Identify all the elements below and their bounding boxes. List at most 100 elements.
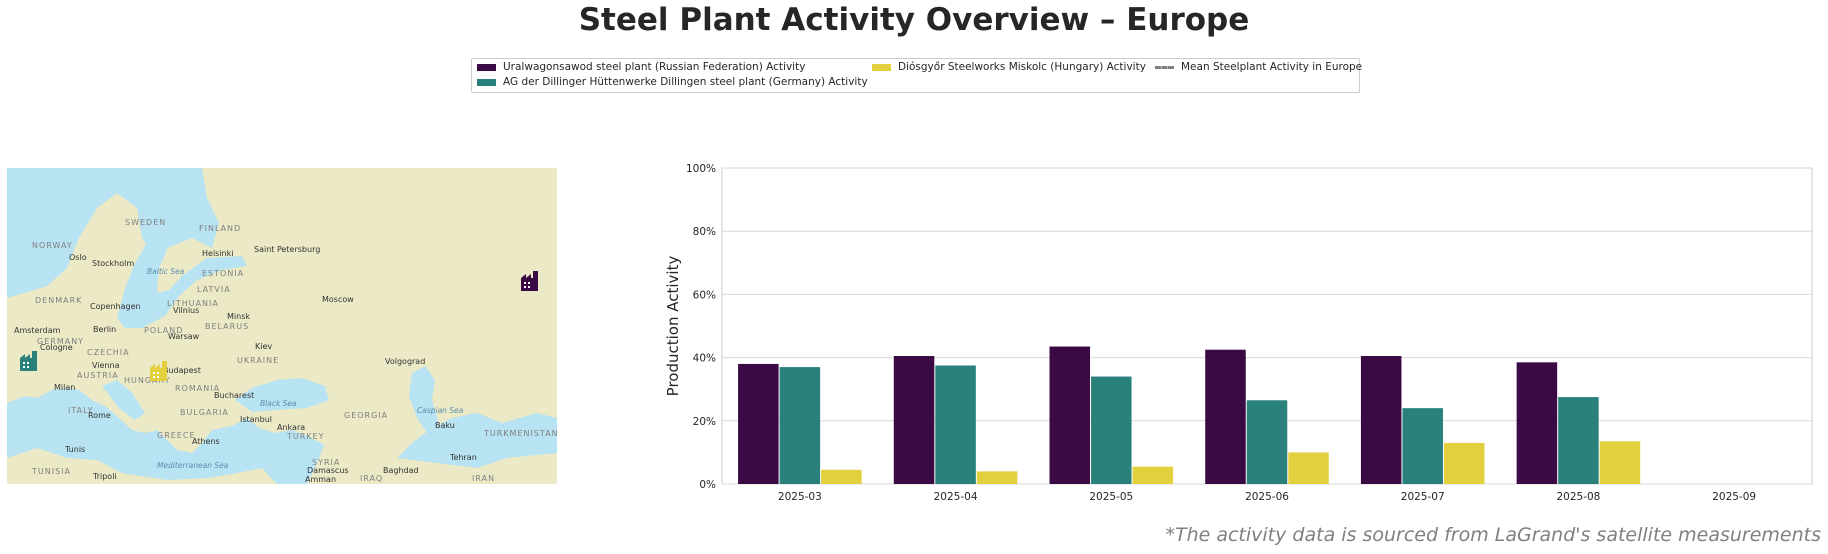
map-label-baghdad: Baghdad — [383, 466, 419, 475]
x-tick-label: 2025-04 — [934, 491, 978, 503]
footnote: *The activity data is sourced from LaGra… — [1165, 524, 1821, 546]
x-tick-label: 2025-03 — [778, 491, 822, 503]
map-label-damascus: Damascus — [307, 466, 349, 475]
map-label-sweden: SWEDEN — [125, 218, 166, 227]
map-label-cologne: Cologne — [40, 343, 73, 352]
bar — [1049, 346, 1091, 484]
map-label-caspian-sea: Caspian Sea — [417, 406, 464, 415]
map-caspian-sea — [409, 366, 439, 433]
bar — [1516, 362, 1558, 484]
map-label-latvia: LATVIA — [197, 285, 231, 294]
factory-icon — [150, 361, 167, 381]
bar — [1091, 376, 1132, 484]
map-label-moscow: Moscow — [322, 295, 354, 304]
bar — [1558, 397, 1599, 484]
map-label-estonia: ESTONIA — [202, 269, 244, 278]
legend-label-miskolc: Diósgyőr Steelworks Miskolc (Hungary) Ac… — [898, 61, 1146, 73]
map-label-rome: Rome — [88, 411, 111, 420]
y-tick-label: 40% — [693, 353, 716, 365]
legend-swatch-dillingen — [477, 78, 496, 86]
map-label-lithuania: LITHUANIA — [167, 299, 219, 308]
map-label-copenhagen: Copenhagen — [90, 302, 141, 311]
bar — [1132, 466, 1174, 484]
map-label-budapest: Budapest — [163, 366, 201, 375]
map-label-iraq: IRAQ — [360, 474, 383, 483]
map-label-bucharest: Bucharest — [214, 391, 254, 400]
map-label-berlin: Berlin — [93, 325, 116, 334]
bar — [779, 367, 821, 484]
map-label-turkmenistan: TURKMENISTAN — [483, 429, 557, 438]
y-tick-label: 20% — [693, 416, 716, 428]
map-label-baltic-sea: Baltic Sea — [147, 267, 185, 276]
x-tick-label: 2025-09 — [1712, 491, 1756, 503]
bar — [1599, 441, 1641, 484]
y-tick-label: 60% — [693, 289, 716, 301]
map-label-volgograd: Volgograd — [385, 357, 425, 366]
map-label-milan: Milan — [54, 383, 75, 392]
map-label-czechia: CZECHIA — [87, 348, 130, 357]
x-tick-label: 2025-06 — [1245, 491, 1289, 503]
x-tick-label: 2025-08 — [1556, 491, 1600, 503]
legend-item-dillingen: AG der Dillinger Hüttenwerke Dillingen s… — [477, 76, 868, 88]
legend-label-mean: Mean Steelplant Activity in Europe — [1181, 61, 1363, 73]
map-label-tehran: Tehran — [449, 453, 477, 462]
map-black-sea — [235, 378, 329, 412]
x-tick-label: 2025-07 — [1401, 491, 1445, 503]
map-label-mediterranean-sea: Mediterranean Sea — [157, 461, 229, 470]
map-label-helsinki: Helsinki — [202, 249, 233, 258]
map-label-warsaw: Warsaw — [168, 332, 200, 341]
map-baltic-sea — [117, 236, 247, 328]
map-label-austria: AUSTRIA — [77, 371, 119, 380]
map-label-minsk: Minsk — [227, 312, 250, 321]
map-label-kiev: Kiev — [255, 342, 272, 351]
bar — [935, 365, 976, 484]
legend-swatch-miskolc — [872, 63, 891, 71]
bar — [1443, 442, 1485, 484]
map-africa — [7, 448, 277, 484]
legend-item-uralwagonsawod: Uralwagonsawod steel plant (Russian Fede… — [477, 61, 805, 73]
map-label-turkey: TURKEY — [286, 432, 325, 441]
map-label-amman: Amman — [305, 475, 336, 484]
bar — [976, 471, 1018, 484]
map-label-tripoli: Tripoli — [92, 472, 117, 481]
map-label-black-sea: Black Sea — [260, 399, 297, 408]
bar — [1402, 408, 1443, 484]
map-label-ukraine: UKRAINE — [237, 356, 279, 365]
bar — [1205, 349, 1246, 484]
map-label-oslo: Oslo — [69, 253, 87, 262]
bar — [1360, 356, 1402, 484]
map-label-baku: Baku — [435, 421, 455, 430]
map-label-athens: Athens — [192, 437, 220, 446]
map-label-stockholm: Stockholm — [92, 259, 134, 268]
map-label-saint-petersburg: Saint Petersburg — [254, 245, 320, 254]
map-label-germany: GERMANY — [37, 337, 84, 346]
map-label-tunisia: TUNISIA — [31, 467, 71, 476]
bar — [1288, 452, 1329, 484]
bar-chart: 0% 20% 40% 60% 80% 100% Production Activity 202… — [664, 163, 1813, 503]
x-tick-label: 2025-05 — [1089, 491, 1133, 503]
y-axis-label: Production Activity — [664, 256, 682, 397]
map-label-norway: NORWAY — [32, 241, 73, 250]
factory-icon — [20, 351, 37, 371]
map-label-greece: GREECE — [157, 431, 196, 440]
y-tick-label: 100% — [686, 163, 716, 175]
map-label-romania: ROMANIA — [175, 384, 220, 393]
factory-icon — [521, 271, 538, 291]
legend-item-mean: Mean Steelplant Activity in Europe — [1155, 61, 1362, 73]
map-label-vilnius: Vilnius — [173, 306, 199, 315]
map-label-tunis: Tunis — [64, 445, 85, 454]
map-label-ankara: Ankara — [277, 423, 305, 432]
map-label-finland: FINLAND — [199, 224, 241, 233]
map-label-denmark: DENMARK — [35, 296, 82, 305]
map-label-poland: POLAND — [144, 326, 183, 335]
bar — [893, 356, 935, 484]
legend-swatch-uralwagonsawod — [477, 63, 496, 71]
chart-title: Steel Plant Activity Overview – Europe — [578, 2, 1250, 38]
map-label-syria: SYRIA — [312, 458, 340, 467]
map-label-istanbul: Istanbul — [240, 415, 272, 424]
map-label-bulgaria: BULGARIA — [180, 408, 229, 417]
legend-item-miskolc: Diósgyőr Steelworks Miskolc (Hungary) Ac… — [872, 61, 1146, 73]
map-label-italy: ITALY — [68, 406, 93, 415]
map-label-belarus: BELARUS — [205, 322, 249, 331]
map-label-vienna: Vienna — [92, 361, 120, 370]
